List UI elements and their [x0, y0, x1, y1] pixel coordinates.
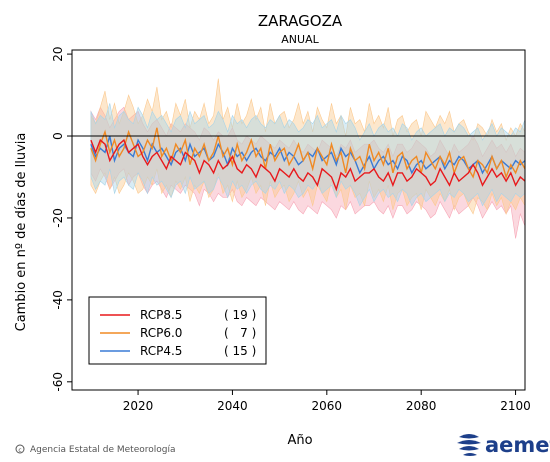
x-tick-label: 2060 — [312, 399, 343, 413]
aemet-logo: aemet — [457, 433, 550, 457]
legend-count-rcp85: ( 19 ) — [224, 308, 256, 322]
copyright-icon — [15, 444, 25, 454]
x-tick-label: 2020 — [123, 399, 154, 413]
legend-label-rcp45: RCP4.5 — [140, 344, 182, 358]
plot-frame — [71, 49, 526, 391]
chart-title: ZARAGOZA — [258, 12, 343, 30]
x-tick-label: 2080 — [406, 399, 437, 413]
x-axis-label: Año — [287, 433, 312, 448]
y-tick-label: -20 — [51, 208, 65, 228]
line-rcp60 — [90, 127, 525, 180]
chart-subtitle: ANUAL — [281, 33, 319, 46]
legend-label-rcp85: RCP8.5 — [140, 308, 182, 322]
y-tick-label: -40 — [51, 290, 65, 310]
credit-text: Agencia Estatal de Meteorología — [30, 445, 176, 455]
band-rcp60 — [90, 78, 525, 215]
legend-count-rcp45: ( 15 ) — [224, 344, 256, 358]
legend-box — [88, 296, 267, 365]
x-tick-label: 2040 — [217, 399, 248, 413]
uncertainty-bands — [90, 78, 525, 239]
legend: RCP8.5 ( 19 ) RCP6.0 ( 7 ) RCP4.5 ( 15 ) — [88, 296, 267, 365]
x-tick-label: 2100 — [500, 399, 531, 413]
y-tick-label: 0 — [51, 132, 65, 140]
series-lines — [90, 127, 525, 192]
y-tick-label: 20 — [51, 46, 65, 61]
legend-count-rcp60: ( 7 ) — [224, 326, 256, 340]
aemet-logo-icon — [457, 434, 481, 456]
y-tick-label: -60 — [51, 372, 65, 392]
axes: 2020 2040 2060 2080 2100 20 0 -20 -40 -60 — [51, 46, 531, 413]
aemet-logo-text: aemet — [485, 433, 550, 457]
legend-label-rcp60: RCP6.0 — [140, 326, 182, 340]
line-rcp85 — [90, 138, 525, 192]
y-axis-label: Cambio en nº de días de lluvia — [14, 133, 29, 332]
copyright-glyph: c — [18, 447, 21, 454]
footer-credit: c Agencia Estatal de Meteorología — [15, 444, 176, 455]
